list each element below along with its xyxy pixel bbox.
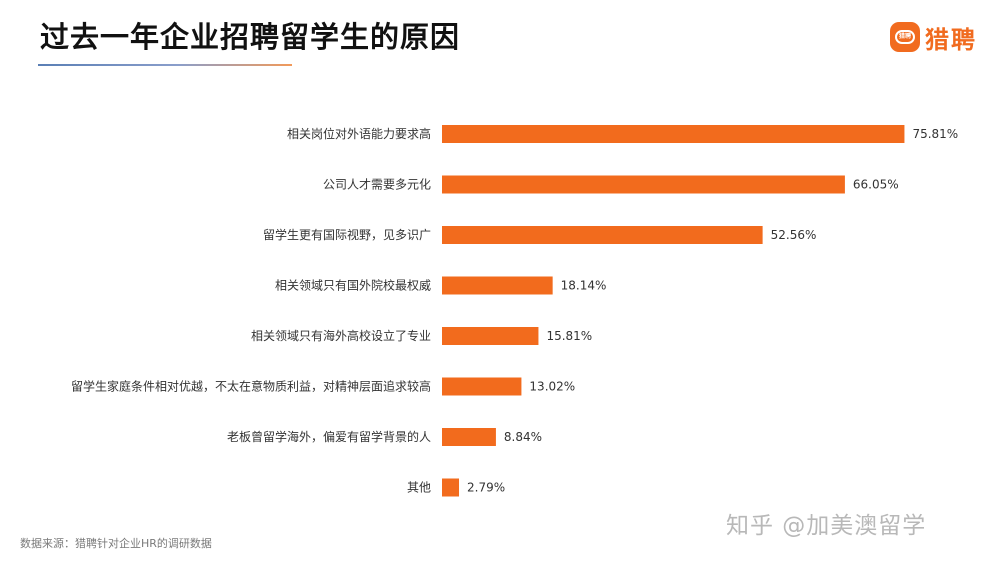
brand-logo: 猎聘 猎聘 — [890, 20, 977, 54]
title-underline — [38, 64, 292, 66]
bar-chart: 相关岗位对外语能力要求高 75.81% 公司人才需要多元化 66.05% 留学生更有国际… — [71, 125, 958, 497]
data-label: 52.56% — [771, 228, 817, 242]
bar — [442, 175, 845, 194]
bar — [442, 478, 460, 497]
brand-name: 猎聘 — [925, 25, 977, 54]
bar — [442, 327, 539, 345]
category-label: 留学生家庭条件相对优越，不太在意物质利益，对精神层面追求较高 — [71, 379, 431, 394]
liepin-logo-icon: 猎聘 — [890, 22, 920, 52]
category-label: 相关领域只有国外院校最权威 — [275, 278, 431, 293]
bar — [442, 125, 905, 143]
bar — [442, 377, 522, 396]
data-label: 66.05% — [853, 178, 899, 192]
category-label: 老板曾留学海外，偏爱有留学背景的人 — [227, 429, 431, 444]
data-label: 18.14% — [561, 279, 607, 293]
category-label: 其他 — [407, 481, 431, 495]
bar — [442, 226, 763, 244]
category-label: 留学生更有国际视野，见多识广 — [263, 227, 431, 242]
category-label: 公司人才需要多元化 — [323, 178, 431, 192]
data-label: 8.84% — [504, 430, 542, 444]
data-label: 75.81% — [912, 127, 958, 141]
logo-icon-text: 猎聘 — [895, 30, 915, 44]
source-note: 数据来源：猎聘针对企业HR的调研数据 — [20, 537, 212, 550]
data-label: 2.79% — [467, 481, 505, 495]
bar — [442, 428, 496, 446]
page-title: 过去一年企业招聘留学生的原因 — [40, 20, 461, 54]
data-label: 13.02% — [529, 380, 575, 394]
bar — [442, 276, 553, 295]
category-label: 相关领域只有海外高校设立了专业 — [251, 328, 431, 343]
data-label: 15.81% — [546, 329, 592, 343]
category-label: 相关岗位对外语能力要求高 — [287, 126, 431, 141]
watermark: 知乎 @加美澳留学 — [726, 513, 927, 539]
